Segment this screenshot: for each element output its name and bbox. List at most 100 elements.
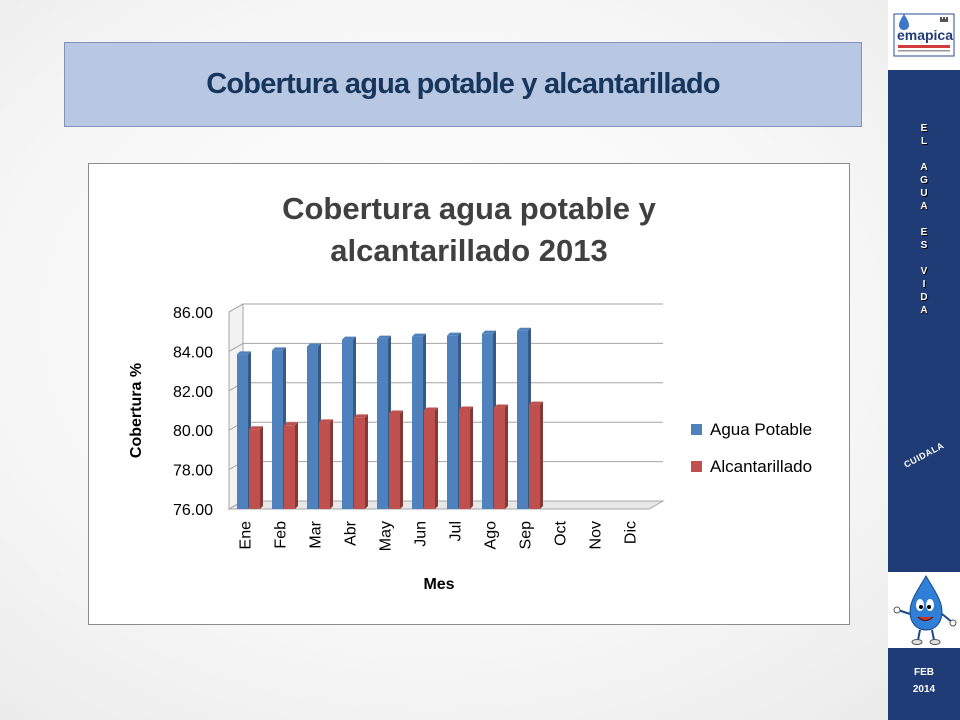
bar-top-face [447,332,461,336]
castle-icon [940,17,948,22]
y-tick-label: 78.00 [173,463,213,480]
bar [459,409,470,509]
motto-letter: I [922,279,926,290]
legend-swatch [691,461,702,472]
bar-top-face [494,404,508,408]
bar-top-face [482,330,496,334]
legend-label: Agua Potable [710,420,812,439]
motto-letter: A [920,201,928,212]
bar-top-face [529,401,543,405]
bar [529,404,540,509]
bar-side-face [400,410,403,509]
bar-chart: Cobertura agua potable y alcantarillado 2… [128,191,812,593]
slide-title: Cobertura agua potable y alcantarillado [206,68,720,100]
x-tick-label: Jul [448,521,465,541]
bar-top-face [412,333,426,337]
x-tick-label: Abr [343,520,360,546]
bar [447,335,458,509]
bar-top-face [284,422,298,426]
motto-letter: S [920,240,928,251]
motto-letter: V [920,266,928,277]
motto-letter: E [920,227,928,238]
mascot-panel [888,572,960,648]
bar-top-face [319,419,333,423]
bar-top-face [249,426,263,430]
bar-side-face [365,414,368,509]
bar-top-face [424,407,438,411]
bar-top-face [459,406,473,410]
bar-side-face [470,406,473,509]
y-tick-label: 82.00 [173,384,213,401]
bar [237,354,248,509]
x-tick-label: Ago [483,521,500,550]
x-tick-label: Feb [273,521,290,549]
motto-letter: L [920,136,928,147]
bar [272,350,283,509]
x-tick-label: May [378,521,395,551]
bar-side-face [540,401,543,509]
bar-side-face [260,426,263,509]
date-badge: FEB 2014 [888,664,960,698]
bar [319,422,330,509]
bar-top-face [237,351,251,355]
chart-frame: Cobertura agua potable y alcantarillado 2… [88,163,850,625]
x-tick-label: Sep [518,521,535,550]
bar [494,407,505,509]
motto-letter: U [920,188,928,199]
bar-top-face [354,414,368,418]
chart-title-line: alcantarillado 2013 [330,233,607,268]
bar [412,336,423,509]
bar-top-face [389,410,403,414]
slide-title-banner: Cobertura agua potable y alcantarillado [64,42,862,127]
slogan-text: CUIDALA [902,440,946,470]
motto-letter: D [920,292,928,303]
motto-letter: E [920,123,928,134]
y-tick-label: 80.00 [173,423,213,440]
x-tick-label: Dic [623,521,640,544]
bar-top-face [517,327,531,331]
y-axis-title: Cobertura % [128,363,145,458]
x-tick-label: Ene [238,521,255,550]
bar-side-face [435,407,438,509]
bar [389,413,400,509]
bar-side-face [330,419,333,509]
y-tick-label: 86.00 [173,305,213,322]
x-tick-label: Oct [553,520,570,545]
bar-side-face [505,404,508,509]
water-drop-icon [899,14,909,30]
bar [424,410,435,509]
water-drop-mascot-icon [893,574,957,645]
bar [482,333,493,509]
x-tick-label: Mar [308,520,325,548]
bar [342,339,353,509]
logo-text: emapica [897,27,953,43]
emapica-logo: emapica [893,13,955,57]
x-tick-label: Nov [588,521,605,549]
bar [307,346,318,509]
gridline [228,303,663,313]
bar [354,417,365,509]
y-tick-label: 76.00 [173,502,213,519]
date-year: 2014 [912,684,936,695]
motto-letter: G [920,175,928,186]
x-axis-title: Mes [423,576,454,593]
motto-letter: A [920,305,928,316]
logo-panel: emapica [888,0,960,70]
bar-side-face [295,422,298,509]
bar [377,338,388,509]
y-tick-label: 84.00 [173,344,213,361]
bar [249,429,260,509]
bar-top-face [342,336,356,340]
bar-top-face [307,343,321,347]
legend-label: Alcantarillado [710,457,812,476]
bar [517,330,528,509]
bar [284,425,295,509]
motto-letter: A [920,162,928,173]
x-tick-label: Jun [413,521,430,547]
